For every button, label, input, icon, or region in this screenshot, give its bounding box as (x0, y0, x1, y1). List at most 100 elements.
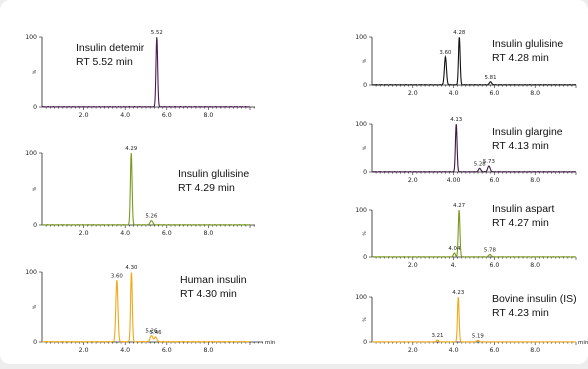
chromatogram-trace (41, 152, 251, 226)
x-tick-label: 2.0 (408, 177, 418, 184)
x-tick-label: 4.00 (447, 177, 461, 184)
retention-time-label: RT 4.23 min (492, 307, 549, 319)
y-tick-label: 100 (25, 269, 37, 276)
peak-label: 5.28 (474, 162, 487, 168)
x-tick-label: 4.0 (449, 90, 459, 97)
compound-name: Insulin detemir (76, 42, 145, 54)
chromatogram-panel: 2.0 4. 6.0 8.0 100 0% 4.04 4.27 5.78 Insulin aspa… (355, 203, 577, 269)
y-axis-unit: % (32, 69, 38, 74)
chromatogram-panel: 2.0 4.0 6.0 8.0 100 0% 4.29 5.26 Insulin glulisi… (25, 146, 255, 237)
x-tick-label: 2.0 (408, 347, 418, 354)
y-tick-label: 0 (33, 339, 37, 346)
chromatogram-panel: 2.0 4.0 6.0 8.0 100 0% min 3.21 4.23 5.19 Bovine i… (355, 290, 588, 354)
x-tick-label: 6.0 (162, 112, 172, 119)
peak-label: 5.52 (151, 30, 163, 36)
x-tick-label: 6.0 (489, 90, 499, 97)
peak-label: 4.04 (448, 246, 461, 252)
x-tick-label: 4. (451, 262, 457, 269)
x-tick-label: 6.0 (489, 347, 499, 354)
peak-label: 5.81 (485, 75, 497, 81)
y-tick-label: 0 (33, 104, 37, 111)
chromatogram-trace (41, 272, 251, 343)
compound-name: Insulin glargine (492, 126, 563, 138)
peak-label: 5.73 (483, 159, 495, 165)
retention-time-label: RT 5.52 min (76, 56, 133, 68)
compound-name: Insulin glulisine (178, 168, 249, 180)
peak-label: 3.21 (431, 333, 443, 339)
x-tick-label: 4.0 (120, 347, 130, 354)
x-tick-label: 4.0 (449, 347, 459, 354)
chromatogram-panel: 2.0 4.0 6.0 8.0 100 0% 3.60 4.28 5.81 Insulin glu… (355, 30, 577, 97)
y-axis-unit: % (362, 231, 368, 236)
peak-label: 4.13 (450, 117, 462, 123)
chromatogram-panel: 2.0 4.00 6.0 8.0 100 0% 4.13 5.285.73 Insulin gl… (355, 117, 577, 184)
x-tick-label: 8.0 (530, 347, 540, 354)
y-tick-label: 0 (363, 339, 367, 346)
compound-name: Insulin aspart (492, 203, 555, 215)
peak-label: 4.28 (453, 30, 466, 36)
x-tick-label: 2.0 (79, 230, 89, 237)
x-tick-label: 8.0 (203, 347, 213, 354)
compound-name: Insulin glulisine (492, 38, 563, 50)
y-tick-label: 0 (363, 254, 367, 261)
peak-label: 4.29 (125, 146, 138, 152)
peak-label: 3.60 (111, 273, 124, 279)
y-axis-unit: % (32, 304, 38, 309)
y-tick-label: 100 (355, 294, 367, 301)
y-tick-label: 0 (363, 169, 367, 176)
chromatogram-trace (371, 210, 577, 258)
x-tick-label: 8.0 (530, 262, 540, 269)
peak-label: 4.30 (125, 265, 138, 271)
peak-label: 4.27 (453, 203, 465, 209)
y-tick-label: 100 (355, 207, 367, 214)
chromatogram-trace (371, 123, 577, 173)
y-axis-unit: % (362, 145, 368, 150)
chromatogram-trace (371, 296, 577, 343)
x-axis-unit: min (578, 340, 588, 346)
compound-name: Human insulin (180, 274, 247, 286)
peak-label: 3.60 (439, 50, 452, 56)
peak-label: 5.26 (145, 214, 158, 220)
x-tick-label: 2.0 (79, 112, 89, 119)
x-tick-label: 4.0 (120, 112, 130, 119)
y-tick-label: 100 (355, 34, 367, 41)
x-tick-label: 2.0 (408, 90, 418, 97)
x-tick-label: 8.0 (530, 177, 540, 184)
chromatogram-trace (41, 37, 251, 108)
x-tick-label: 8.0 (530, 90, 540, 97)
x-tick-label: 8.0 (203, 112, 213, 119)
compound-name: Bovine insulin (IS) (492, 293, 577, 305)
x-tick-label: 4.0 (120, 230, 130, 237)
x-tick-label: 6.0 (489, 177, 499, 184)
chromatogram-panel: 2.0 4.0 6.0 8.0 100 0% min 3.604.30 5.265.46 Huma… (25, 265, 276, 354)
y-tick-label: 0 (363, 82, 367, 89)
y-tick-label: 100 (25, 34, 37, 41)
x-tick-label: 8.0 (203, 230, 213, 237)
peak-label: 5.78 (484, 248, 497, 254)
x-tick-label: 2.0 (408, 262, 418, 269)
retention-time-label: RT 4.29 min (178, 182, 235, 194)
retention-time-label: RT 4.27 min (492, 217, 549, 229)
y-tick-label: 100 (355, 121, 367, 128)
chromatogram-trace (371, 37, 577, 86)
y-axis-unit: % (362, 317, 368, 322)
retention-time-label: RT 4.13 min (492, 140, 549, 152)
x-tick-label: 2.0 (79, 347, 89, 354)
x-tick-label: 6.0 (162, 347, 172, 354)
y-tick-label: 100 (25, 150, 37, 157)
peak-label: 5.26 (145, 329, 158, 335)
y-axis-unit: % (32, 186, 38, 191)
retention-time-label: RT 4.30 min (180, 288, 237, 300)
peak-label: 4.23 (452, 290, 464, 296)
y-axis-unit: % (362, 58, 368, 63)
x-tick-label: 6.0 (162, 230, 172, 237)
peak-label: 5.19 (472, 334, 485, 340)
x-tick-label: 6.0 (489, 262, 499, 269)
x-axis-unit: min (265, 340, 276, 346)
peak-label: 5.46 (150, 330, 163, 336)
chromatogram-panel: 2.0 4.0 6.0 8.0 100 0% 5.52 Insulin detemir RT 5… (25, 30, 255, 119)
y-tick-label: 0 (33, 222, 37, 229)
retention-time-label: RT 4.28 min (492, 52, 549, 64)
